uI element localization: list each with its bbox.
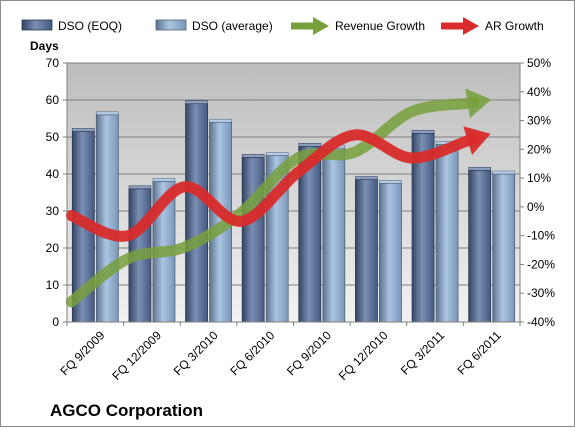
x-tick-label: FQ 3/2011 xyxy=(398,328,448,378)
bar-dso-average-1 xyxy=(96,115,118,322)
legend-label-dso-average: DSO (average) xyxy=(192,19,273,33)
bar-dso-average-6 xyxy=(379,183,401,322)
legend-arrow-revenue-growth xyxy=(313,17,329,35)
y-tick-label: 40 xyxy=(46,167,60,181)
y2-tick-label: -30% xyxy=(527,286,555,300)
x-tick-label: FQ 3/2010 xyxy=(171,328,221,378)
y-tick-label: 70 xyxy=(46,56,60,70)
legend-label-ar-growth: AR Growth xyxy=(485,19,544,33)
bar-dso-eoq-8-top xyxy=(469,167,491,170)
y-axis-label: Days xyxy=(30,39,59,53)
chart-title: AGCO Corporation xyxy=(50,401,203,420)
y-tick-label: 50 xyxy=(46,130,60,144)
x-tick-label: FQ 6/2010 xyxy=(227,328,277,378)
y2-tick-label: -40% xyxy=(527,315,555,329)
bar-dso-eoq-4-top xyxy=(242,154,264,157)
y2-tick-label: -10% xyxy=(527,229,555,243)
bar-dso-eoq-3 xyxy=(186,104,208,322)
bar-dso-eoq-6 xyxy=(355,180,377,322)
y-tick-label: 0 xyxy=(52,315,59,329)
y2-tick-label: 20% xyxy=(527,142,551,156)
x-tick-label: FQ 6/2011 xyxy=(454,328,504,378)
legend-swatch-dso-average xyxy=(156,20,186,30)
y2-tick-label: 50% xyxy=(527,56,551,70)
legend-swatch-dso-eoq xyxy=(22,20,52,30)
x-tick-label: FQ 9/2009 xyxy=(57,328,107,378)
legend: DSO (EOQ) DSO (average) Revenue Growth AR G… xyxy=(22,17,544,35)
x-tick-label: FQ 12/2009 xyxy=(109,328,164,383)
y-tick-label: 10 xyxy=(46,278,60,292)
legend-label-dso-eoq: DSO (EOQ) xyxy=(58,19,122,33)
x-tick-label: FQ 9/2010 xyxy=(284,328,334,378)
y2-tick-label: 0% xyxy=(527,200,545,214)
bar-dso-eoq-5-top xyxy=(299,143,321,146)
y2-tick-label: 30% xyxy=(527,114,551,128)
y-tick-label: 60 xyxy=(46,93,60,107)
bar-dso-eoq-4 xyxy=(242,157,264,322)
bar-dso-eoq-6-top xyxy=(355,177,377,180)
bar-dso-average-3-top xyxy=(210,119,232,122)
bar-dso-average-6-top xyxy=(379,180,401,183)
y-tick-label: 20 xyxy=(46,241,60,255)
legend-label-revenue-growth: Revenue Growth xyxy=(335,19,425,33)
bar-dso-eoq-8 xyxy=(469,170,491,322)
y2-tick-label: 10% xyxy=(527,171,551,185)
y-tick-label: 30 xyxy=(46,204,60,218)
bar-dso-eoq-1-top xyxy=(72,128,94,131)
y2-tick-label: -20% xyxy=(527,257,555,271)
bar-dso-average-8-top xyxy=(493,171,515,174)
legend-arrow-ar-growth xyxy=(463,17,479,35)
bar-dso-average-2-top xyxy=(153,178,175,181)
y2-tick-label: 40% xyxy=(527,85,551,99)
bar-dso-average-1-top xyxy=(96,112,118,115)
bar-dso-eoq-7-top xyxy=(412,130,434,133)
bar-dso-average-5 xyxy=(323,148,345,322)
x-tick-label: FQ 12/2010 xyxy=(336,328,391,383)
bar-dso-eoq-3-top xyxy=(186,101,208,104)
bar-dso-average-8 xyxy=(493,174,515,322)
bar-dso-eoq-2-top xyxy=(129,186,151,189)
bar-dso-average-4-top xyxy=(266,153,288,156)
bar-dso-average-7 xyxy=(436,144,458,322)
